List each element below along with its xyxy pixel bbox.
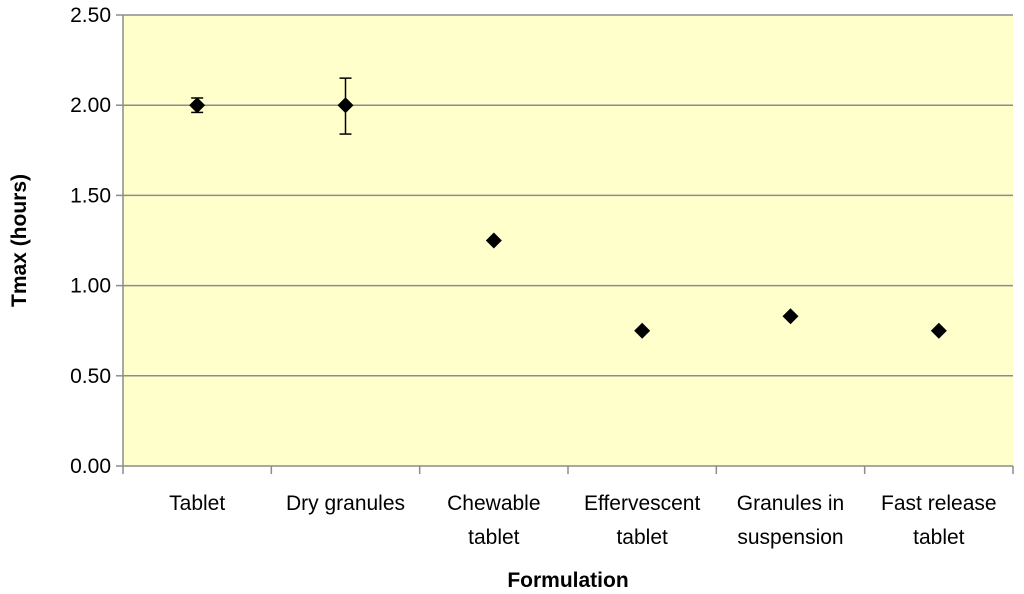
data-point-diamond (930, 322, 947, 339)
y-tick-label: 1.00 (70, 275, 111, 298)
y-tick-label: 1.50 (70, 184, 111, 207)
data-point-diamond (782, 308, 799, 325)
data-point-diamond (634, 322, 651, 339)
data-point-diamond (485, 232, 502, 249)
x-tick-label-line: Granules in (737, 492, 844, 515)
x-tick-label: Fast release tablet (881, 492, 997, 549)
y-tick-label: 2.00 (70, 94, 111, 117)
y-tick-label: 0.00 (70, 455, 111, 478)
x-tick-label: Chewable tablet (447, 492, 540, 549)
data-points (189, 97, 947, 339)
x-tick-label-line: suspension (737, 526, 843, 549)
x-tick-label-line: Fast release (881, 492, 997, 515)
x-tick-label-line: Dry granules (286, 492, 405, 515)
x-tick-label: Tablet (169, 492, 225, 515)
x-tick-label-line: tablet (468, 526, 520, 549)
gridlines (116, 14, 1013, 467)
x-tick-labels: Tablet Dry granules Chewable tabletEfferves… (169, 492, 996, 549)
y-tick-label: 2.50 (70, 4, 111, 27)
x-tick-label: Dry granules (286, 492, 405, 515)
y-tick-labels: 0.00 0.50 1.00 1.50 2.00 2.50 (70, 4, 111, 478)
x-axis-title: Formulation (507, 569, 628, 592)
y-tick-label: 0.50 (70, 365, 111, 388)
x-tick-label-line: Chewable (447, 492, 540, 515)
x-tick-label: Effervescent tablet (584, 492, 701, 549)
data-point-diamond (189, 97, 206, 114)
data-point-diamond (337, 97, 354, 114)
y-axis-title: Tmax (hours) (8, 174, 31, 307)
plot-area (123, 15, 1013, 466)
x-tick-label-line: tablet (616, 526, 668, 549)
x-tick-label-line: Effervescent (584, 492, 701, 515)
x-tick-label-line: tablet (913, 526, 965, 549)
axes (122, 15, 1014, 474)
x-tick-label-line: Tablet (169, 492, 225, 515)
x-tick-label: Granules in suspension (737, 492, 844, 549)
